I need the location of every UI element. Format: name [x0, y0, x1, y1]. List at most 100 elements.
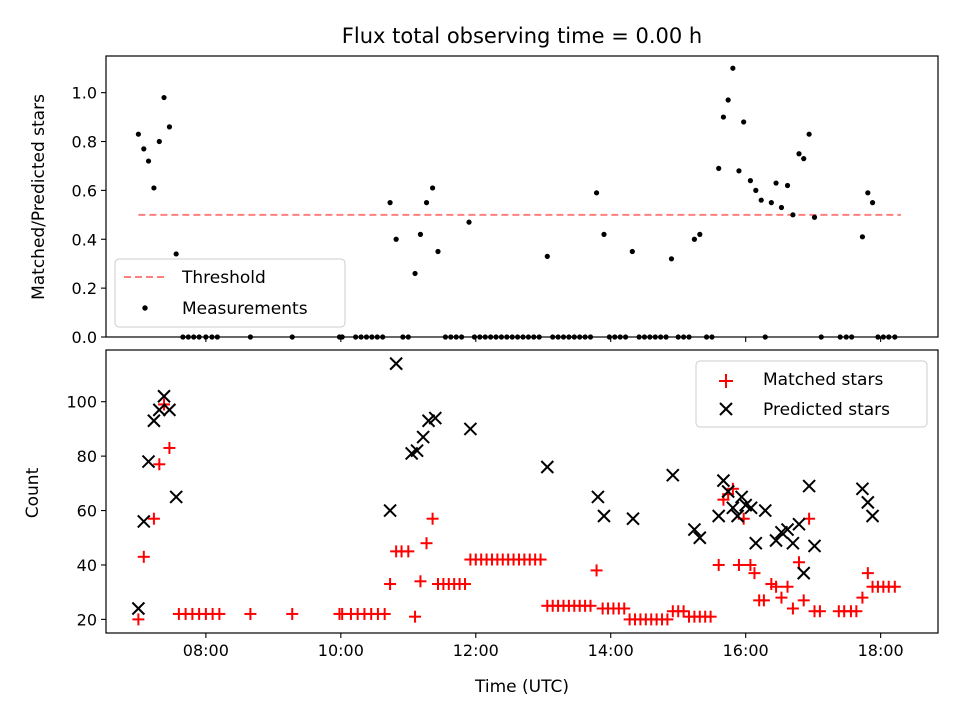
- matched-stars-point: [712, 558, 725, 571]
- matched-stars-point: [677, 605, 690, 618]
- matched-stars-point: [384, 578, 397, 591]
- y-tick-label: 0.6: [72, 181, 97, 200]
- predicted-stars-point: [141, 454, 156, 469]
- measurement-point: [466, 219, 472, 225]
- matched-stars-point: [132, 613, 145, 626]
- y-tick-label: 80: [77, 447, 97, 466]
- legend-matched-label: Matched stars: [763, 370, 883, 390]
- measurement-point: [796, 151, 802, 157]
- ratio-x-axis: [205, 337, 882, 342]
- predicted-stars-point: [730, 509, 745, 523]
- predicted-stars-point: [137, 514, 151, 529]
- matched-stars-point: [163, 441, 176, 454]
- ratio-axes-frame: [105, 55, 939, 338]
- measurement-point: [747, 178, 754, 184]
- matched-stars-point: [757, 594, 770, 607]
- matched-stars-point: [590, 564, 603, 577]
- measurement-point: [141, 146, 147, 152]
- measurement-point: [730, 65, 736, 71]
- measurement-point: [156, 138, 162, 145]
- measurement-point: [758, 197, 764, 203]
- measurement-point: [778, 204, 785, 211]
- count-y-axis: 20 40 60 80 100: [66, 393, 106, 629]
- matched-stars-point: [732, 558, 745, 571]
- measurement-point: [593, 190, 600, 196]
- measurement-point: [741, 119, 747, 125]
- predicted-stars-point: [626, 512, 640, 526]
- measurement-point: [725, 97, 731, 103]
- count-legend-box: [695, 360, 928, 428]
- x-axis-label: Time (UTC): [474, 677, 569, 697]
- matched-stars-point: [781, 580, 794, 593]
- predicted-stars-point: [428, 411, 442, 425]
- measurement-point: [801, 156, 807, 162]
- matched-stars-point: [213, 607, 226, 620]
- predicted-stars-point: [169, 490, 183, 504]
- measurement-point: [423, 200, 430, 206]
- measurement-point: [736, 168, 742, 174]
- matched-stars-point: [661, 613, 674, 626]
- ratio-plot-area: [135, 65, 901, 340]
- matched-stars-point: [153, 458, 166, 471]
- matched-stars-point: [748, 567, 761, 580]
- legend-threshold-label: Threshold: [181, 268, 266, 288]
- x-tick-label: 18:00: [858, 641, 904, 660]
- predicted-stars-point: [749, 536, 763, 550]
- measurement-point: [166, 124, 173, 130]
- legend-predicted-label: Predicted stars: [763, 400, 890, 420]
- ratio-y-axis: 0.0 0.2 0.4 0.6 0.8 1.0: [72, 84, 106, 347]
- count-plot-area: [131, 356, 901, 626]
- predicted-stars-point: [162, 403, 177, 417]
- predicted-stars-point: [416, 430, 430, 444]
- predicted-stars-point: [769, 533, 783, 548]
- predicted-stars-point: [687, 522, 702, 537]
- measurement-point: [784, 182, 791, 189]
- matched-stars-point: [775, 591, 788, 604]
- matched-stars-point: [584, 599, 597, 612]
- count-legend: Matched stars Predicted stars: [695, 360, 928, 428]
- matched-stars-point: [786, 602, 799, 615]
- matched-stars-point: [426, 512, 439, 525]
- matched-stars-point: [744, 558, 757, 571]
- predicted-stars-point: [855, 482, 870, 496]
- measurement-point: [173, 251, 179, 257]
- figure-title: Flux total observing time = 0.00 h: [342, 24, 702, 48]
- predicted-stars-point: [410, 443, 424, 458]
- legend-matched-swatch: [719, 374, 733, 388]
- legend-measurements-label: Measurements: [182, 299, 308, 319]
- predicted-stars-point: [540, 460, 555, 474]
- predicted-stars-point: [716, 473, 731, 488]
- ratio-panel: 0.0 0.2 0.4 0.6 0.8 1.0 Matched/Predicted sta…: [29, 55, 939, 347]
- measurement-point: [865, 190, 871, 196]
- measurement-point: [151, 185, 157, 191]
- matched-stars-point: [797, 594, 810, 607]
- matched-stars-point: [244, 607, 257, 620]
- predicted-stars-point: [807, 539, 822, 553]
- measurement-point: [691, 236, 698, 242]
- matched-stars-point: [420, 537, 433, 550]
- measurement-point: [806, 131, 812, 137]
- predicted-stars-point: [744, 501, 758, 515]
- predicted-stars-point: [792, 517, 806, 531]
- measurement-point: [412, 270, 418, 277]
- predicted-stars-point: [865, 509, 880, 523]
- measurement-point: [135, 131, 141, 137]
- legend-predicted-swatch: [719, 402, 733, 416]
- y-tick-label: 20: [77, 610, 97, 629]
- measurement-point: [601, 231, 607, 237]
- predicted-stars-point: [786, 536, 800, 550]
- matched-stars-point: [286, 607, 299, 620]
- predicted-stars-point: [152, 403, 167, 417]
- measurement-point: [790, 212, 796, 218]
- measurement-point: [429, 185, 436, 191]
- matched-stars-point: [726, 482, 739, 495]
- matched-stars-point: [378, 607, 391, 620]
- predicted-stars-point: [802, 479, 816, 493]
- matched-stars-point: [414, 575, 427, 588]
- matched-stars-point: [792, 556, 805, 569]
- x-tick-label: 10:00: [318, 641, 364, 660]
- y-tick-label: 0.4: [72, 230, 97, 249]
- count-x-axis: 08:00 10:00 12:00 14:00 16:00 18:00: [183, 633, 904, 660]
- predicted-stars-point: [726, 501, 740, 515]
